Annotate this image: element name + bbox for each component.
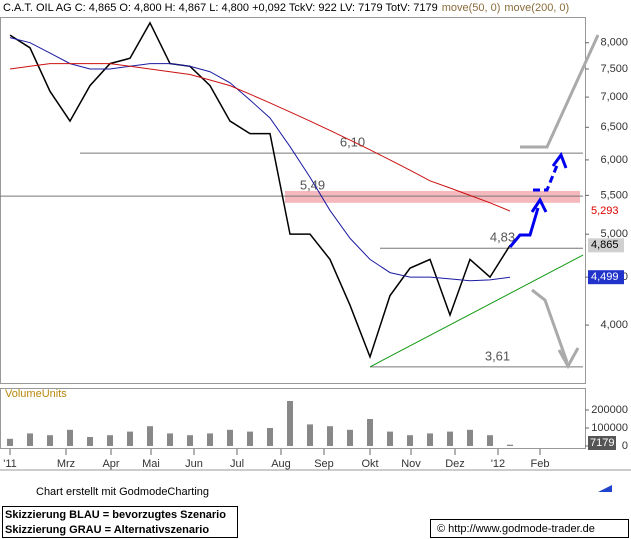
- volume-bar: [427, 433, 433, 446]
- x-tick-label: '12: [491, 458, 505, 470]
- x-tick-label: Aug: [271, 458, 291, 470]
- end-tag: [588, 203, 624, 218]
- volume-bar: [367, 419, 373, 446]
- y-tick-label: 8,000: [600, 37, 628, 49]
- level-label: 4,83: [490, 230, 515, 245]
- volume-bar: [27, 433, 33, 446]
- x-tick-label: Apr: [102, 458, 119, 470]
- price-frame: [0, 17, 586, 384]
- x-tick-label: Mrz: [57, 458, 75, 470]
- volume-tick-label: 200000: [591, 404, 628, 416]
- volume-bar: [167, 433, 173, 446]
- y-tick-label: 6,500: [600, 121, 628, 133]
- volume-bar: [47, 435, 53, 446]
- gray-down-path: [531, 288, 569, 363]
- scenario-blue: [508, 151, 568, 248]
- header-part: C.A.T. OIL AG C: 4,865 O: 4,800 H: 4,867…: [3, 2, 438, 14]
- x-tick-label: Jun: [185, 458, 203, 470]
- x-tick-label: Nov: [401, 458, 421, 470]
- volume-bar: [127, 431, 133, 446]
- x-tick-label: Feb: [531, 458, 550, 470]
- level-label: 5,49: [300, 178, 325, 193]
- volume-frame: [0, 388, 586, 449]
- end-tag-label: 5,293: [591, 205, 619, 217]
- volume-bar: [467, 429, 473, 446]
- volume-bar: [87, 437, 93, 446]
- y-tick-label: 5,000: [600, 228, 628, 240]
- level-label: 3,61: [485, 348, 510, 363]
- x-tick-label: '11: [3, 458, 17, 470]
- volume-end-label: 7179: [590, 437, 614, 449]
- icon: [598, 485, 612, 492]
- end-tag: [588, 270, 624, 285]
- x-tick-label: Dez: [445, 458, 465, 470]
- end-tag: [588, 238, 624, 253]
- x-tick-label: Sep: [314, 458, 334, 470]
- credit: Chart erstellt mit GodmodeCharting: [36, 486, 209, 498]
- x-tick-label: Mai: [142, 458, 160, 470]
- blue-arrow: [530, 197, 548, 213]
- volume-tick-label: 0: [622, 440, 628, 452]
- volume-bar: [107, 435, 113, 446]
- x-tick-label: Okt: [361, 458, 378, 470]
- legend-gray: Skizzierung GRAU = Alternativszenario: [5, 524, 209, 536]
- series-line: [9, 63, 511, 212]
- volume-bar: [207, 433, 213, 446]
- volume-bar: [187, 435, 193, 446]
- y-tick-label: 5,500: [600, 189, 628, 201]
- header: C.A.T. OIL AG C: 4,865 O: 4,800 H: 4,867…: [3, 2, 569, 14]
- y-tick-label: 4,000: [600, 319, 628, 331]
- volume-bar: [227, 429, 233, 446]
- header-part: move(50, 0): [442, 2, 501, 14]
- volume-bar: [487, 435, 493, 446]
- volume-tick-label: 100000: [591, 422, 628, 434]
- scenario-gray: [520, 34, 600, 370]
- blue-arrow: [551, 151, 568, 169]
- zone: [285, 190, 580, 203]
- legend-blue: Skizzierung BLAU = bevorzugtes Szenario: [5, 509, 226, 521]
- x-tick-label: Jul: [230, 458, 244, 470]
- url: © http://www.godmode-trader.de: [437, 523, 595, 535]
- series-line: [9, 37, 511, 282]
- volume-bar: [347, 429, 353, 446]
- y-tick-label: 7,000: [600, 91, 628, 103]
- volume-bar: [247, 431, 253, 446]
- header-part: move(200, 0): [504, 2, 569, 14]
- legend-box: [2, 506, 238, 538]
- volume-bar: [307, 424, 313, 446]
- plot: 8,0007,5007,0006,5006,0005,5005,0004,500…: [0, 21, 628, 470]
- volume-bar: [407, 435, 413, 446]
- volume-bar: [7, 438, 13, 446]
- gray-arrow: [557, 347, 580, 370]
- volume-bar: [327, 426, 333, 446]
- url-box: [430, 519, 629, 538]
- trendline: [369, 254, 584, 368]
- y-tick-label: 6,000: [600, 154, 628, 166]
- volume-bar: [267, 428, 273, 446]
- volume-bar: [507, 444, 513, 446]
- gray-up-path: [520, 34, 600, 149]
- volume-label: VolumeUnits: [5, 388, 67, 400]
- blue-dashed-path: [533, 162, 560, 192]
- volume-bar: [147, 426, 153, 446]
- end-tag-label: 4,865: [591, 239, 619, 251]
- y-tick-label: 7,500: [600, 63, 628, 75]
- volume-bar: [67, 429, 73, 446]
- volume-bar: [287, 401, 293, 446]
- volume-bar: [387, 431, 393, 446]
- volume-bar: [447, 431, 453, 446]
- blue-path: [508, 207, 540, 248]
- series-line: [9, 21, 511, 360]
- volume-end-tag: [588, 436, 616, 450]
- end-tag-label: 4,499: [591, 271, 619, 283]
